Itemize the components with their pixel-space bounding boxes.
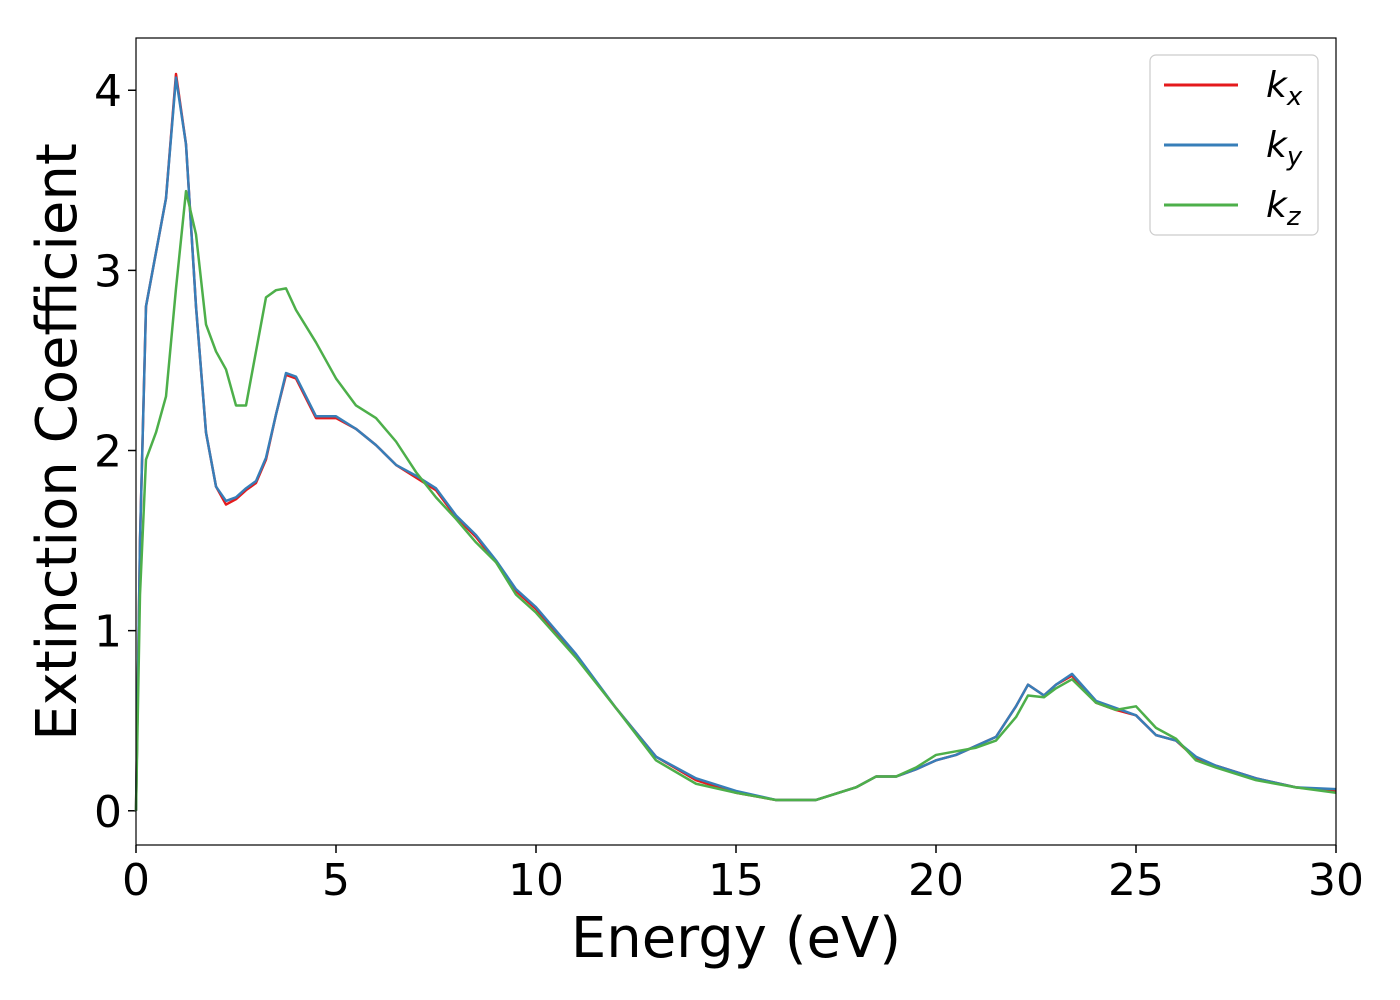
legend-label: kz bbox=[1266, 185, 1302, 232]
y-tick-label: 0 bbox=[94, 787, 122, 838]
y-tick-label: 2 bbox=[94, 427, 122, 478]
y-axis-label: Extinction Coefficient bbox=[25, 143, 90, 741]
x-axis-label: Energy (eV) bbox=[571, 906, 901, 971]
y-tick-label: 3 bbox=[94, 246, 122, 297]
x-tick-label: 30 bbox=[1308, 855, 1364, 906]
y-tick-label: 1 bbox=[94, 607, 122, 658]
x-tick-label: 5 bbox=[322, 855, 350, 906]
x-tick-label: 0 bbox=[122, 855, 150, 906]
x-tick-label: 10 bbox=[508, 855, 564, 906]
legend-label: kx bbox=[1266, 65, 1303, 112]
series-line bbox=[134, 76, 1337, 811]
x-tick-label: 20 bbox=[908, 855, 964, 906]
y-tick-label: 4 bbox=[94, 66, 122, 117]
series-line bbox=[134, 189, 1337, 811]
plot-frame bbox=[135, 37, 1337, 846]
x-tick-label: 25 bbox=[1108, 855, 1164, 906]
x-tick-label: 15 bbox=[708, 855, 764, 906]
legend-label: ky bbox=[1266, 125, 1303, 172]
